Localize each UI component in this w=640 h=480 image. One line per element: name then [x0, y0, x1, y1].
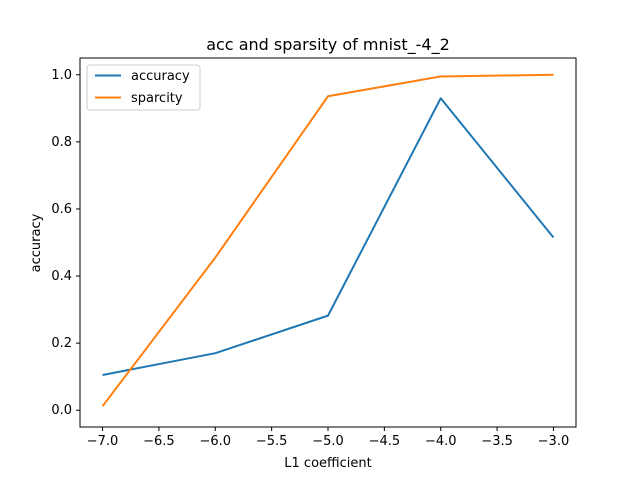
x-tick-label: −5.0: [312, 434, 344, 449]
x-tick-label: −7.0: [87, 434, 119, 449]
plot-frame: [79, 57, 577, 428]
x-tick-label: −3.5: [481, 434, 513, 449]
y-tick-label: 0.0: [51, 403, 72, 418]
x-tick-label: −4.0: [425, 434, 457, 449]
y-tick-label: 0.4: [51, 269, 72, 284]
y-axis-label: accuracy: [29, 213, 44, 272]
series-line-accuracy: [102, 97, 555, 376]
x-tick-label: −5.5: [256, 434, 288, 449]
x-tick-label: −3.0: [538, 434, 570, 449]
plot-area: −7.0 −6.5 −6.0 −5.5 −5.0 −4.5 −4.0 −3.5 −3.0 0.0…: [51, 57, 577, 449]
legend: accuracy sparcity: [86, 64, 201, 111]
x-tick-label: −6.0: [199, 434, 231, 449]
x-axis-label: L1 coefficient: [284, 456, 371, 471]
legend-label-sparcity: sparcity: [131, 91, 183, 106]
y-tick-label: 0.2: [51, 336, 72, 351]
chart-title: acc and sparsity of mnist_-4_2: [206, 35, 450, 55]
y-tick-label: 0.8: [51, 135, 72, 150]
y-tick-label: 1.0: [51, 68, 72, 83]
series-line-sparcity: [101, 73, 554, 407]
series-layer: [101, 73, 555, 407]
x-tick-label: −6.5: [143, 434, 175, 449]
x-axis-ticks: −7.0 −6.5 −6.0 −5.5 −5.0 −4.5 −4.0 −3.5 −3.0: [87, 427, 569, 449]
y-axis-ticks: 0.0 0.2 0.4 0.6 0.8 1.0: [51, 68, 80, 418]
y-tick-label: 0.6: [51, 202, 72, 217]
x-tick-label: −4.5: [369, 434, 401, 449]
legend-label-accuracy: accuracy: [131, 69, 190, 84]
